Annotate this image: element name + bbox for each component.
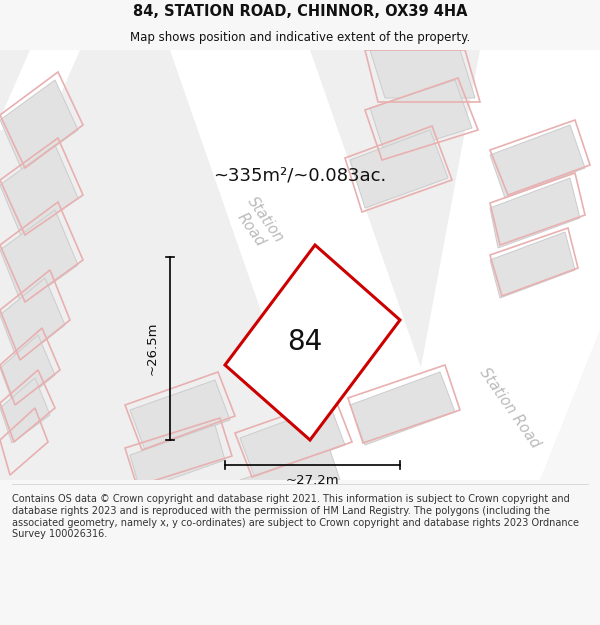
Text: ~335m²/~0.083ac.: ~335m²/~0.083ac. bbox=[214, 166, 386, 184]
Polygon shape bbox=[130, 425, 225, 490]
Text: Station Road: Station Road bbox=[477, 365, 543, 451]
Polygon shape bbox=[240, 405, 345, 478]
Polygon shape bbox=[400, 50, 600, 480]
Polygon shape bbox=[240, 450, 340, 510]
Text: Station
Road: Station Road bbox=[230, 194, 286, 256]
Polygon shape bbox=[0, 378, 50, 443]
Text: Contains OS data © Crown copyright and database right 2021. This information is : Contains OS data © Crown copyright and d… bbox=[12, 494, 579, 539]
Polygon shape bbox=[0, 50, 80, 130]
Polygon shape bbox=[490, 232, 575, 298]
Polygon shape bbox=[170, 50, 460, 480]
Polygon shape bbox=[0, 278, 65, 362]
Polygon shape bbox=[0, 50, 320, 480]
Text: ~26.5m: ~26.5m bbox=[146, 322, 158, 375]
Polygon shape bbox=[350, 372, 455, 445]
Text: 84, STATION ROAD, CHINNOR, OX39 4HA: 84, STATION ROAD, CHINNOR, OX39 4HA bbox=[133, 4, 467, 19]
Text: ~27.2m: ~27.2m bbox=[286, 474, 340, 488]
Polygon shape bbox=[130, 380, 230, 450]
Text: 84: 84 bbox=[287, 329, 322, 356]
Text: Map shows position and indicative extent of the property.: Map shows position and indicative extent… bbox=[130, 31, 470, 44]
Polygon shape bbox=[225, 245, 400, 440]
Polygon shape bbox=[310, 50, 600, 480]
Polygon shape bbox=[490, 125, 585, 198]
Polygon shape bbox=[0, 210, 78, 305]
Polygon shape bbox=[370, 80, 472, 155]
Polygon shape bbox=[370, 50, 475, 98]
Polygon shape bbox=[350, 130, 448, 208]
Polygon shape bbox=[0, 80, 78, 170]
Polygon shape bbox=[490, 178, 580, 248]
Polygon shape bbox=[0, 145, 78, 238]
Polygon shape bbox=[0, 335, 55, 408]
